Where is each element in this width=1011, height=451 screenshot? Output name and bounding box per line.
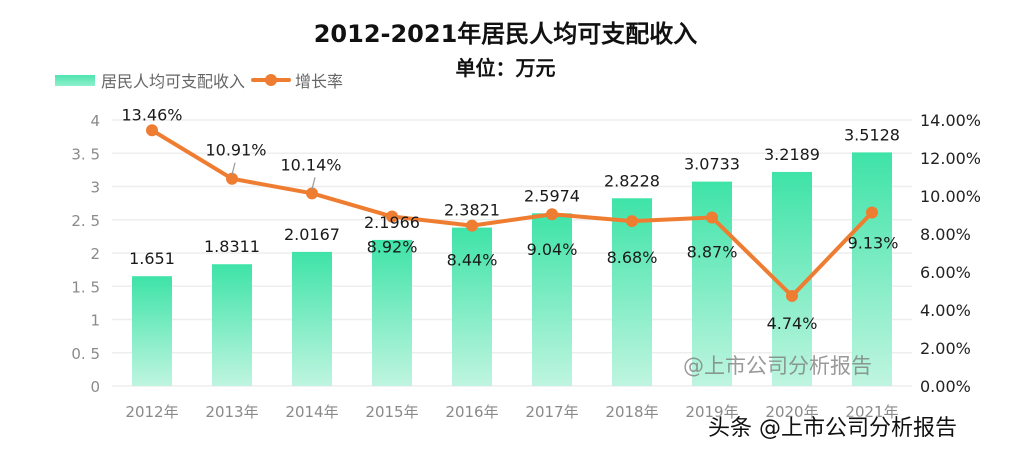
left-axis-tick: 1. 5	[71, 278, 100, 296]
growth-marker	[226, 172, 238, 185]
right-axis-tick: 12.00%	[920, 149, 981, 168]
growth-marker	[546, 208, 558, 221]
chart-watermark: @上市公司分析报告	[683, 354, 872, 378]
right-axis-tick: 14.00%	[920, 111, 981, 130]
income-bar	[132, 276, 172, 386]
line-series	[146, 124, 878, 302]
growth-value-label: 4.74%	[767, 314, 818, 333]
growth-value-label: 8.92%	[367, 238, 418, 257]
line-data-labels: 13.46% 10.91% 10.14% 8.92% 8.44% 9.04% 8.68% 8.…	[121, 105, 898, 333]
bar-series	[132, 152, 892, 386]
bar-value-label: 3.0733	[684, 155, 740, 174]
bar-value-label: 1.8311	[204, 237, 260, 256]
left-axis-tick: 1	[90, 312, 100, 330]
right-axis-tick: 6.00%	[920, 263, 971, 282]
x-axis-tick: 2013年	[205, 403, 258, 421]
right-axis-tick: 4.00%	[920, 301, 971, 320]
x-axis-tick: 2019年	[685, 403, 738, 421]
growth-value-label: 10.14%	[280, 155, 341, 174]
left-axis-tick: 2. 5	[71, 212, 100, 230]
bar-value-label: 1.651	[129, 249, 175, 268]
bar-value-label: 3.2189	[764, 145, 820, 164]
growth-value-label: 8.44%	[447, 251, 498, 270]
growth-marker	[786, 289, 798, 302]
income-bar	[852, 152, 892, 386]
growth-marker	[706, 211, 718, 224]
x-axis-tick: 2021年	[845, 403, 898, 421]
income-bar	[612, 198, 652, 386]
legend-line-marker-icon	[251, 69, 292, 91]
x-axis-tick: 2014年	[285, 403, 338, 421]
income-bar	[772, 171, 812, 386]
left-axis: 0 0. 5 1 1. 5 2 2. 5 3 3. 5 4	[71, 112, 100, 396]
growth-marker	[146, 124, 158, 137]
growth-value-label: 10.91%	[205, 141, 266, 160]
platform-watermark: 头条 @上市公司分析报告	[708, 416, 957, 441]
growth-marker	[626, 215, 638, 228]
income-bar	[372, 239, 412, 386]
right-axis-tick: 10.00%	[920, 187, 981, 206]
growth-marker	[306, 187, 318, 200]
right-axis-tick: 2.00%	[920, 339, 971, 358]
bar-value-label: 2.1966	[364, 213, 420, 232]
growth-marker	[466, 219, 478, 232]
left-axis-tick: 0	[90, 378, 100, 396]
bar-value-label: 2.8228	[604, 171, 660, 190]
legend-label-growth: 增长率	[295, 72, 344, 91]
chart-title: 2012-2021年居民人均可支配收入	[313, 20, 698, 48]
x-axis-tick: 2015年	[365, 403, 418, 421]
growth-value-label: 9.13%	[848, 234, 899, 253]
growth-value-label: 8.87%	[687, 242, 738, 261]
bar-value-label: 3.5128	[844, 125, 900, 144]
x-axis-tick: 2012年	[125, 403, 178, 421]
growth-marker	[386, 210, 398, 223]
x-axis-tick: 2017年	[525, 403, 578, 421]
bar-value-label: 2.5974	[524, 186, 580, 205]
left-axis-tick: 2	[90, 245, 100, 263]
legend-bar-swatch-icon	[55, 74, 95, 86]
growth-marker	[866, 206, 878, 219]
x-axis: 2012年 2013年 2014年 2015年 2016年 2017年 2018年 2019年…	[125, 403, 898, 421]
left-axis-tick: 0. 5	[71, 345, 100, 363]
growth-value-label: 13.46%	[121, 105, 182, 124]
bar-value-label: 2.3821	[444, 201, 500, 220]
right-axis-tick: 8.00%	[920, 225, 971, 244]
income-bar	[292, 251, 332, 386]
income-bar	[452, 227, 492, 386]
growth-value-label: 8.68%	[607, 248, 658, 267]
income-bar	[532, 213, 572, 386]
bar-data-labels: 1.651 1.8311 2.0167 2.1966 2.3821 2.5974 2.822…	[129, 125, 900, 268]
left-axis-tick: 3	[90, 179, 100, 197]
chart-legend: 居民人均可支配收入 增长率	[55, 69, 345, 91]
x-axis-tick: 2018年	[605, 403, 658, 421]
x-axis-tick: 2016年	[445, 403, 498, 421]
left-axis-tick: 4	[90, 112, 100, 130]
left-axis-tick: 3. 5	[71, 145, 100, 163]
chart-subtitle: 单位：万元	[455, 56, 556, 80]
bar-value-label: 2.0167	[284, 225, 340, 244]
income-bar	[212, 264, 252, 386]
x-axis-tick: 2020年	[765, 403, 818, 421]
right-axis-tick: 0.00%	[920, 377, 971, 396]
growth-value-label: 9.04%	[527, 240, 578, 259]
legend-label-income: 居民人均可支配收入	[101, 72, 246, 91]
right-axis: 0.00% 2.00% 4.00% 6.00% 8.00% 10.00% 12.00% 14.…	[920, 111, 981, 396]
